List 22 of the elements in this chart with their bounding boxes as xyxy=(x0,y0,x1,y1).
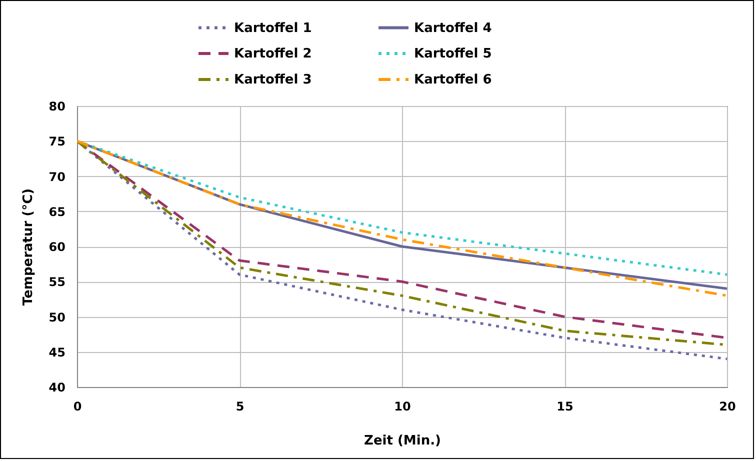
y-tick-label: 75 xyxy=(48,134,66,149)
x-axis-title: Zeit (Min.) xyxy=(364,434,441,448)
legend-label: Kartoffel 4 xyxy=(414,20,492,36)
y-tick-label: 40 xyxy=(48,380,66,394)
legend-label: Kartoffel 5 xyxy=(414,46,492,62)
legend-label: Kartoffel 3 xyxy=(234,72,312,88)
legend-label: Kartoffel 1 xyxy=(234,20,312,36)
legend-label: Kartoffel 2 xyxy=(234,46,312,62)
x-tick-label: 20 xyxy=(719,400,736,414)
x-tick-label: 10 xyxy=(394,400,411,414)
y-tick-label: 45 xyxy=(48,345,66,360)
y-tick-label: 55 xyxy=(48,275,66,290)
x-tick-label: 0 xyxy=(73,400,82,414)
y-tick-label: 65 xyxy=(48,204,66,219)
legend-label: Kartoffel 6 xyxy=(414,72,492,88)
y-tick-label: 50 xyxy=(48,310,66,324)
y-tick-label: 70 xyxy=(48,170,66,184)
y-tick-label: 60 xyxy=(48,240,66,254)
y-axis-title: Temperatur (°C) xyxy=(20,188,36,306)
x-tick-label: 15 xyxy=(556,400,574,414)
y-tick-label: 80 xyxy=(48,100,66,114)
x-tick-label: 5 xyxy=(236,400,244,414)
